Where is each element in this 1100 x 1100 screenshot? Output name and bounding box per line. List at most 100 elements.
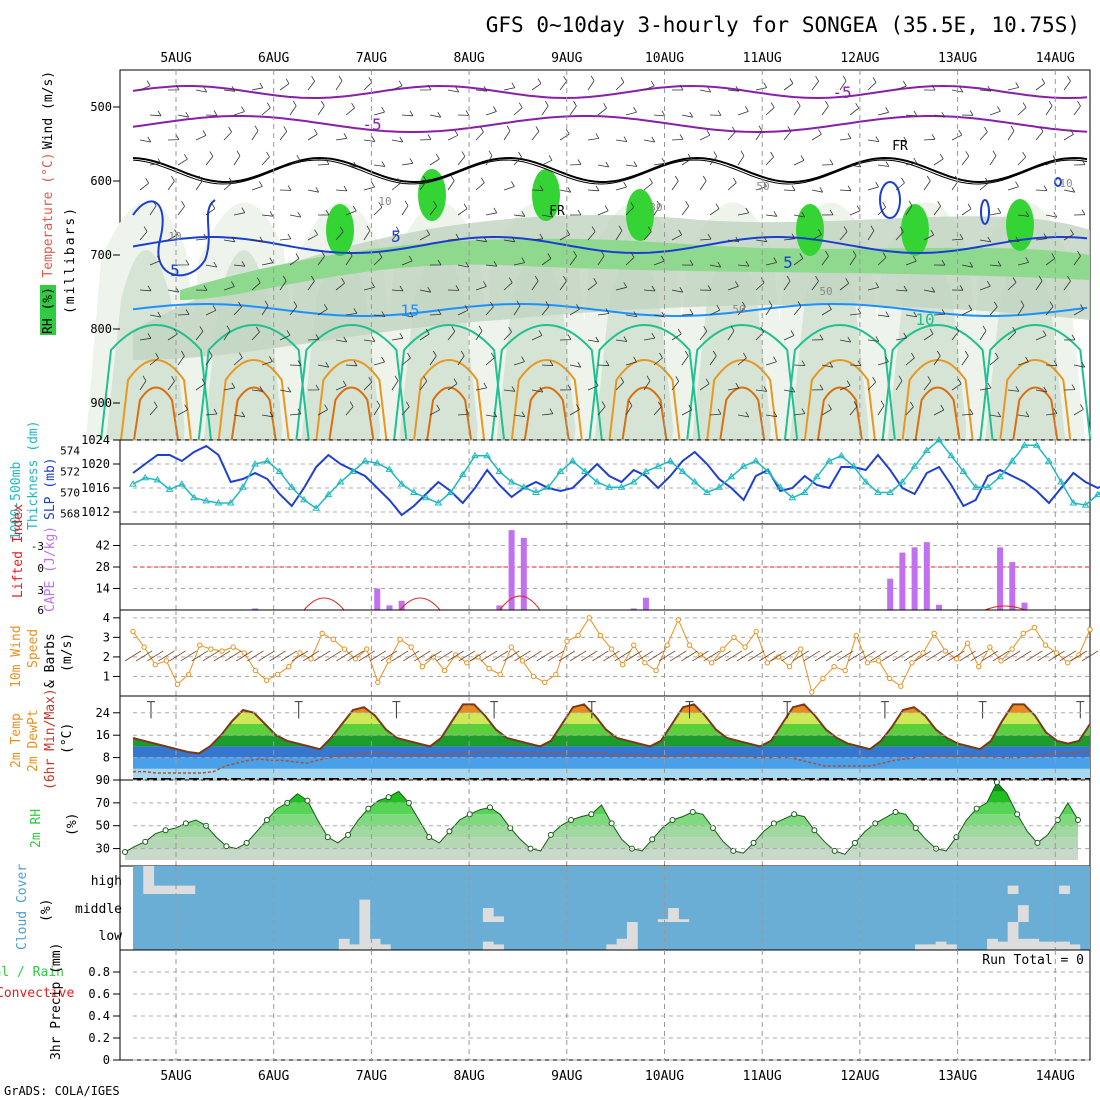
contour-label: 15 [400,301,419,320]
wind-barb [318,209,330,216]
cloud-bar-middle [678,919,690,922]
wind-barb-10m [425,650,442,662]
wind-barb [1045,155,1057,166]
wind-barb-10m [870,650,887,662]
contour-label: 10 [915,310,934,329]
wind-barb [765,211,778,217]
thickness-marker [654,462,663,469]
temp-band [133,735,1090,747]
rh-marker [426,834,433,841]
thickness-marker [397,480,406,487]
thickness-marker [605,483,614,490]
wind-barb [541,360,554,366]
cloud-bar-low [606,944,618,950]
wind-barb [1035,233,1048,241]
wind-barb [849,401,858,416]
wind-barb [625,201,635,216]
rh-marker [993,779,1000,786]
wind-barb [503,82,516,91]
wind-barb [541,408,554,416]
thickness-marker [678,467,687,474]
contour-minus5-lower [132,115,1088,133]
wind-barb [345,161,358,168]
contour-label: 5 [783,253,793,272]
wind-barb-10m [692,650,709,662]
wind-barb [251,125,259,141]
wind-speed-marker [208,646,214,652]
wind-speed-marker [252,667,259,674]
rh-marker [669,817,676,823]
label-precip-axis: 3hr Precip (mm) [49,943,64,1060]
cloud-bar-high [174,885,185,894]
wind-barb [839,75,847,91]
wind-barb-10m [147,650,164,662]
wind-barb [177,111,190,118]
wind-barb-10m [391,650,409,662]
upper-air-contours [100,84,1092,441]
wind-barb [475,126,484,141]
wind-speed-marker [130,628,136,635]
wind-speed-marker [263,677,270,684]
thickness-marker [1045,457,1053,464]
y-tick-label: 0 [103,1053,110,1067]
contour-15 [979,324,1092,441]
wind-barb [821,209,834,216]
upper-air-contour-labels: -5 -5 FR FR 5 5 5 10 15 10 30 50 50 50 10 10 [168,83,1072,329]
rh-fill-max [901,204,929,256]
wind-barb [681,200,690,216]
contour-5-isolated [980,199,990,225]
wind-barb [541,301,550,316]
wind-barb-10m [859,650,876,662]
wind-barb-10m [158,650,175,662]
y-tick-label: 16 [96,728,110,742]
wind-speed-marker [764,660,770,666]
minmax-whisker [392,701,401,719]
thickness-marker [373,459,382,466]
wind-barb [195,86,208,93]
contour-15 [295,324,408,441]
contour-25 [133,386,179,441]
thickness-marker [202,496,211,504]
wind-barb [1007,386,1020,392]
footer-credit: GrADS: COLA/IGES [4,1084,120,1098]
wind-barb [177,259,190,266]
wind-barb [839,336,852,343]
thickness-marker [324,490,333,498]
bottom-day-labels: 5AUG 6AUG 7AUG 8AUG 9AUG 10AUG 11AUG 12AUG 13AUG… [160,1069,1075,1084]
wind-barb [373,252,383,266]
cloud-bar-low [349,944,360,950]
wind-barb [923,134,936,141]
wind-barb [569,304,580,316]
chart-title: GFS 0~10day 3-hourly for SONGEA (35.5E, … [486,13,1080,37]
contour-15 [100,324,212,441]
wind-barb [503,277,513,291]
wind-speed-marker [1020,630,1026,637]
wind-speed-marker [241,650,247,656]
wind-barb [867,282,880,291]
wind-barb [681,309,694,316]
thickness-marker [800,488,809,495]
wind-barb-10m [569,650,587,662]
wind-barb [391,375,399,391]
wind-barb [139,375,147,391]
wind-barb [447,233,460,241]
wind-barb [681,111,694,118]
rh-fill-max [626,189,654,241]
wind-barb [307,275,315,291]
wind-speed-marker [809,689,815,695]
wind-barb [1007,181,1019,191]
wind-barb [485,106,497,116]
wind-barb [961,350,969,366]
contour-20 [803,359,876,441]
wind-barb [755,386,768,392]
label-slp: SLP (mb) [43,457,58,520]
dewpt-line [133,751,1090,774]
wind-speed-marker [820,675,826,682]
thickness-marker [458,470,467,478]
thickness-marker [996,472,1004,480]
thickness-marker [263,457,272,464]
wind-speed-marker [886,675,893,682]
label-temp: 2m Temp [9,713,24,768]
wind-barb [335,277,345,291]
